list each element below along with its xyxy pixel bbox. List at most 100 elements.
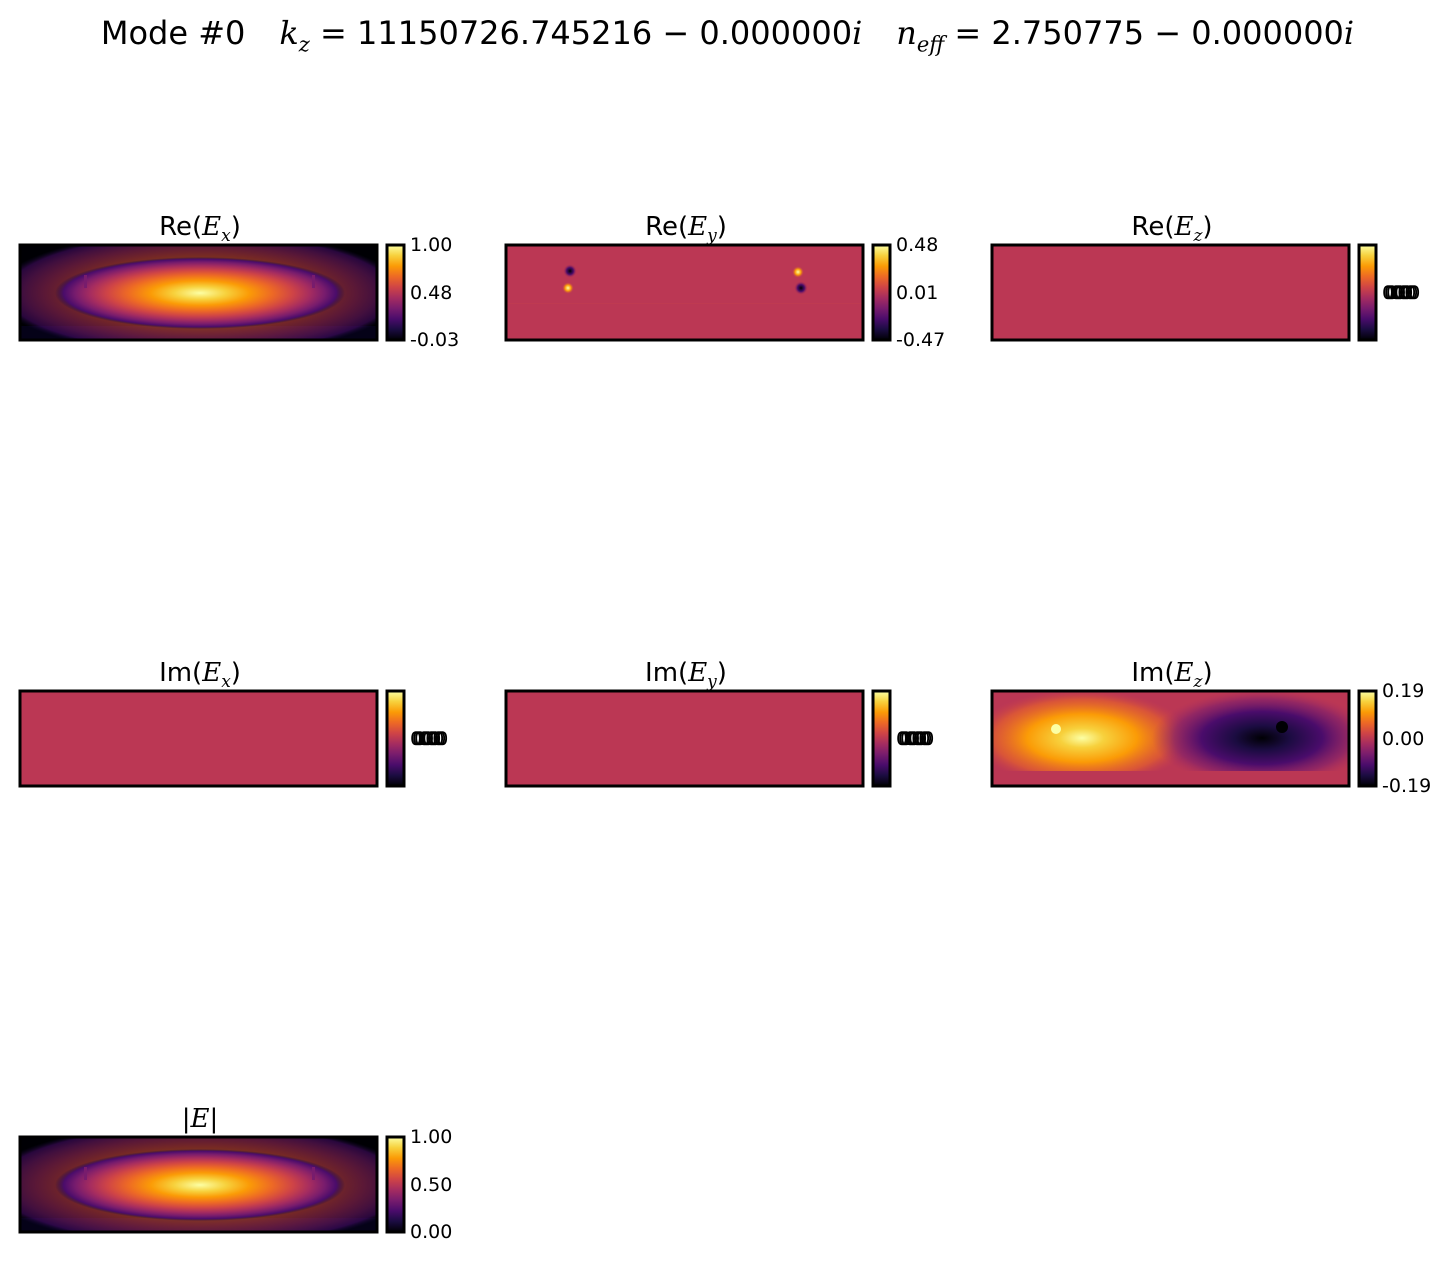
right-electrode (312, 1167, 315, 1180)
hotspot-hot (1051, 724, 1061, 734)
colorbar-tick-label: 0.000 (900, 727, 934, 750)
panel-title-symbol: E (190, 1104, 210, 1134)
panel-title-symbol: Ez (1174, 658, 1203, 693)
panel-title: Im(Ez) (992, 658, 1352, 692)
colorbar-tick-label: -0.47 (896, 329, 946, 351)
figure-title: Mode #0 kz = 11150726.745216 − 0.000000i n… (100, 14, 1355, 57)
heatmap-panel-6 (992, 691, 1349, 786)
colorbar-tick-label: 0.000 (410, 727, 444, 750)
heatmap-frame (18, 1135, 379, 1234)
colorbar (871, 243, 892, 342)
panel-title-prefix: Im( (159, 658, 203, 688)
hotspot-hot (792, 266, 804, 278)
heatmap-frame (504, 689, 865, 788)
right-electrode (312, 275, 315, 288)
panel-title-suffix: ) (716, 658, 727, 688)
colorbar (385, 689, 406, 788)
heatmap-frame (18, 689, 379, 788)
colorbar-tick-label: 0.00 (410, 1221, 453, 1243)
panel-title-symbol: Ez (1174, 212, 1203, 247)
panel-title-subscript: z (1193, 672, 1203, 693)
panel-title-subscript: x (221, 226, 231, 247)
panel-title-subscript: z (1193, 226, 1203, 247)
field-background (20, 691, 377, 786)
panel-title-prefix: Re( (645, 212, 689, 242)
substrate-band (992, 771, 1349, 786)
colorbar-tick-label: 0.01 (896, 281, 939, 304)
panel-title-prefix: Im( (645, 658, 689, 688)
panel-title: Re(Ez) (992, 212, 1352, 246)
panel-title: Im(Ex) (20, 658, 380, 692)
colorbar (385, 1135, 406, 1234)
heatmap-panel-2 (506, 245, 863, 340)
panel-title-symbol: Ey (688, 658, 717, 693)
panel-title-prefix: | (181, 1104, 191, 1134)
kz-imag-unit: i (852, 14, 863, 52)
colorbar-tick-label: 0.00 (1382, 727, 1425, 750)
heatmap-frame (18, 243, 379, 342)
colorbar (1357, 243, 1378, 342)
mode-label: Mode #0 (100, 14, 246, 52)
heatmap-panel-4 (20, 691, 377, 786)
heatmap-panel-5 (506, 691, 863, 786)
hotspot-cold (563, 264, 577, 278)
panel-title-suffix: ) (230, 212, 241, 242)
heatmap-frame (504, 243, 865, 342)
panel-title-subscript: y (707, 672, 717, 693)
colorbar-tick-label: 1.00 (410, 1126, 453, 1148)
panel-title-subscript: x (221, 672, 231, 693)
colorbar-tick-label: 0.000 (898, 727, 932, 750)
panel-title-prefix: Re( (1131, 212, 1175, 242)
panel-title-symbol: Ex (202, 212, 231, 247)
panel-title-symbol: Ey (688, 212, 717, 247)
colorbar-tick-label: 0.50 (410, 1173, 453, 1196)
heatmap-panel-1 (20, 245, 377, 340)
colorbar-tick-label: 0.48 (896, 234, 939, 256)
panel-title-suffix: ) (716, 212, 727, 242)
colorbar-tick-label: 0.19 (1382, 680, 1425, 702)
colorbar (385, 243, 406, 342)
field-background (506, 245, 863, 340)
field-stripe (506, 303, 863, 304)
neff-value: 2.750775 − 0.000000 (991, 14, 1344, 52)
mode-core (55, 1149, 345, 1221)
panel-title: Re(Ey) (506, 212, 866, 246)
colorbar-tick-label: -0.03 (410, 329, 460, 351)
positive-lobe (992, 691, 1192, 786)
panel-title: Im(Ey) (506, 658, 866, 692)
colorbar-tick-label: 0.000 (1382, 281, 1416, 304)
colorbar-tick-label: 0.000 (1386, 281, 1420, 304)
colorbar-tick-label: 0.000 (412, 727, 446, 750)
left-electrode (84, 1167, 87, 1180)
neff-symbol: neff (896, 14, 945, 57)
panel-title-suffix: ) (230, 658, 241, 688)
panel-title-prefix: Re( (159, 212, 203, 242)
panel-title-suffix: ) (1202, 658, 1213, 688)
mode-core (55, 257, 345, 329)
field-background (992, 245, 1349, 340)
colorbar-tick-label: 0.000 (414, 727, 448, 750)
hotspot-cold (794, 281, 808, 295)
colorbar-tick-label: 0.48 (410, 281, 453, 304)
left-electrode (84, 275, 87, 288)
panel-title-symbol: Ex (202, 658, 231, 693)
kz-value: 11150726.745216 − 0.000000 (357, 14, 853, 52)
panel-title-suffix: | (209, 1104, 219, 1134)
hotspot-cold (1276, 721, 1288, 733)
colorbar-tick-label: 0.000 (1384, 281, 1418, 304)
heatmap-panel-3 (992, 245, 1349, 340)
negative-lobe (1152, 691, 1349, 786)
heatmap-frame (990, 689, 1351, 788)
field-background (506, 691, 863, 786)
panel-title: Re(Ex) (20, 212, 380, 246)
panel-title-subscript: y (707, 226, 717, 247)
neff-imag-unit: i (1343, 14, 1355, 52)
colorbar-tick-label: 0.000 (896, 727, 930, 750)
colorbar (871, 689, 892, 788)
heatmap-frame (990, 243, 1351, 342)
heatmap-panel-7 (20, 1137, 377, 1232)
kz-symbol: kz (279, 14, 310, 57)
colorbar (1357, 689, 1378, 788)
panel-title: |E| (20, 1104, 380, 1134)
